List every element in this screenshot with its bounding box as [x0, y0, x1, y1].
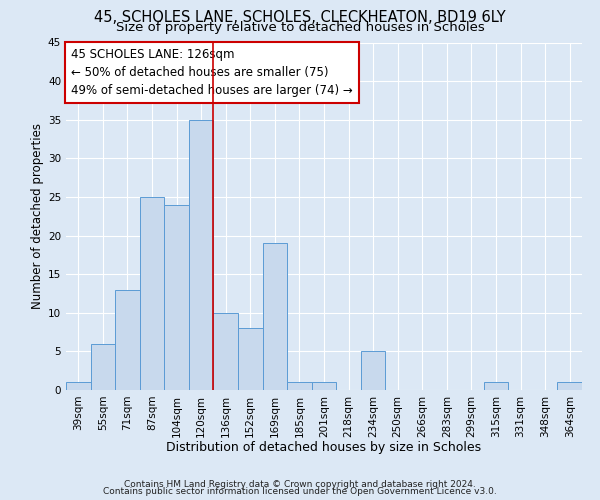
Bar	[361, 352, 385, 390]
Text: 45 SCHOLES LANE: 126sqm
← 50% of detached houses are smaller (75)
49% of semi-de: 45 SCHOLES LANE: 126sqm ← 50% of detache…	[71, 48, 353, 96]
Bar	[263, 244, 287, 390]
Bar	[66, 382, 91, 390]
Bar	[140, 197, 164, 390]
Bar	[238, 328, 263, 390]
Text: Size of property relative to detached houses in Scholes: Size of property relative to detached ho…	[116, 22, 484, 35]
Text: Contains HM Land Registry data © Crown copyright and database right 2024.: Contains HM Land Registry data © Crown c…	[124, 480, 476, 489]
Text: Contains public sector information licensed under the Open Government Licence v3: Contains public sector information licen…	[103, 488, 497, 496]
Bar	[115, 290, 140, 390]
Bar	[189, 120, 214, 390]
Bar	[164, 204, 189, 390]
Bar	[287, 382, 312, 390]
Bar	[91, 344, 115, 390]
Bar	[484, 382, 508, 390]
Bar	[214, 313, 238, 390]
Bar	[312, 382, 336, 390]
Y-axis label: Number of detached properties: Number of detached properties	[31, 123, 44, 309]
Bar	[557, 382, 582, 390]
X-axis label: Distribution of detached houses by size in Scholes: Distribution of detached houses by size …	[166, 441, 482, 454]
Text: 45, SCHOLES LANE, SCHOLES, CLECKHEATON, BD19 6LY: 45, SCHOLES LANE, SCHOLES, CLECKHEATON, …	[94, 10, 506, 25]
